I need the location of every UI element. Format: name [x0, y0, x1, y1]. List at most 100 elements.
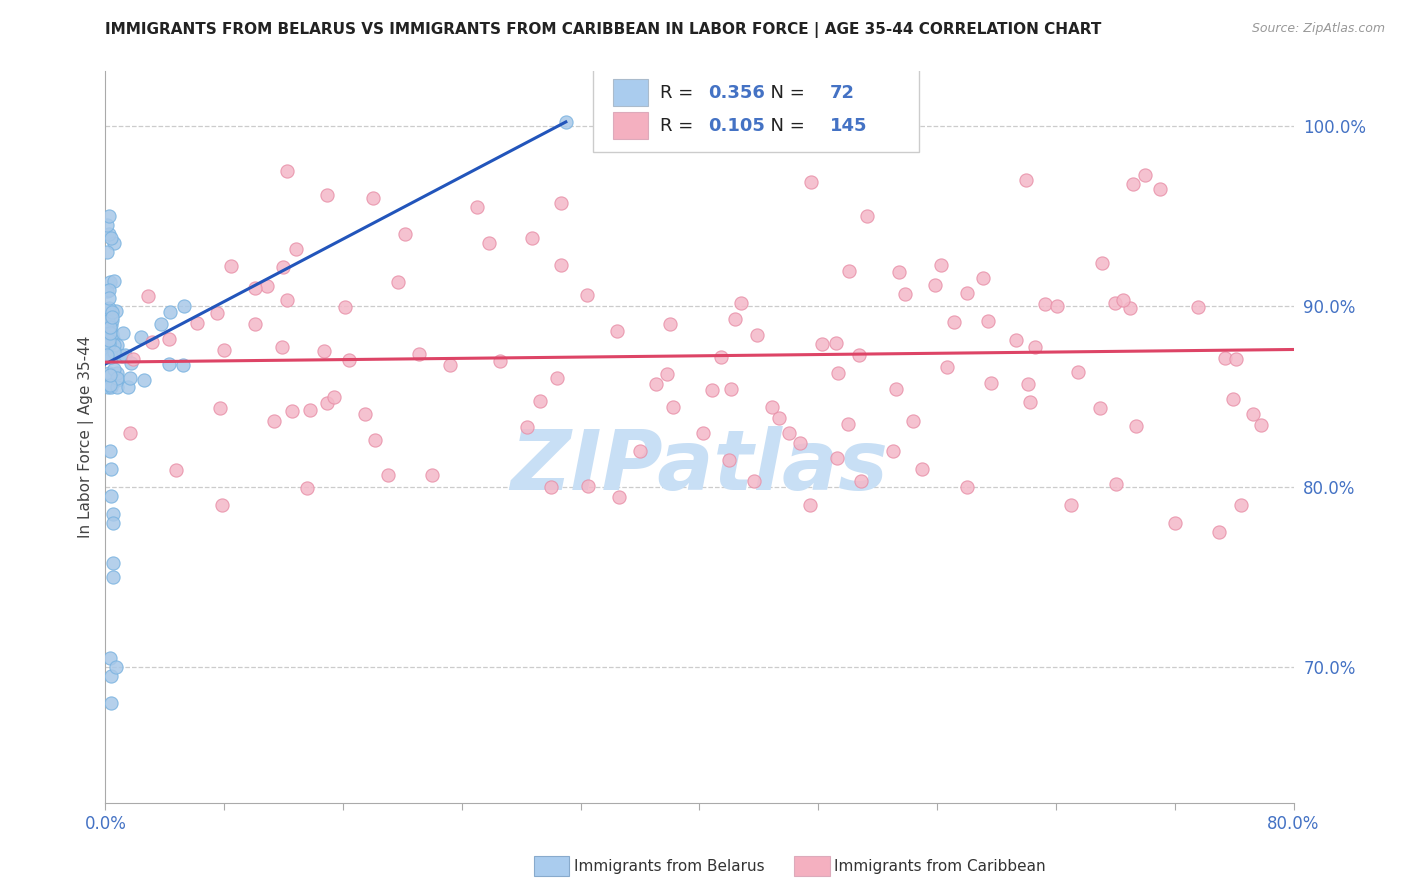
Point	[219, 260, 242, 274]
Point	[105, 338, 128, 352]
Point	[692, 425, 714, 440]
Point	[778, 425, 800, 440]
Point	[98, 275, 121, 289]
Point	[105, 380, 128, 394]
Point	[98, 651, 121, 665]
Point	[980, 376, 1002, 391]
Point	[100, 669, 122, 683]
Point	[856, 209, 879, 223]
Point	[121, 351, 143, 366]
Point	[837, 417, 859, 431]
Point	[172, 358, 194, 372]
Point	[1133, 169, 1156, 183]
Point	[129, 330, 152, 344]
Point	[761, 400, 783, 414]
Point	[96, 218, 118, 232]
Point	[103, 274, 125, 288]
Point	[709, 350, 731, 364]
Point	[827, 366, 849, 380]
Point	[576, 479, 599, 493]
Point	[1122, 178, 1144, 192]
Point	[827, 451, 849, 466]
Point	[849, 474, 872, 488]
Point	[540, 480, 562, 494]
Point	[205, 306, 228, 320]
Point	[100, 304, 122, 318]
Point	[105, 366, 128, 380]
Point	[97, 301, 120, 316]
Point	[97, 283, 120, 297]
Point	[159, 357, 181, 371]
Point	[97, 209, 120, 223]
Point	[420, 468, 443, 483]
Point	[606, 324, 628, 338]
Point	[100, 350, 122, 364]
Point	[848, 348, 870, 362]
Point	[263, 414, 285, 428]
Point	[943, 315, 966, 329]
Point	[104, 660, 127, 674]
Point	[936, 359, 959, 374]
Point	[276, 163, 298, 178]
Point	[98, 333, 121, 347]
Point	[211, 498, 233, 512]
Point	[96, 244, 118, 259]
Point	[281, 404, 304, 418]
Point	[488, 354, 510, 368]
Point	[1033, 297, 1056, 311]
Point	[100, 380, 122, 394]
Point	[159, 305, 181, 319]
Point	[101, 516, 124, 530]
Point	[377, 468, 399, 483]
Text: N =: N =	[759, 117, 810, 136]
Point	[700, 383, 723, 397]
Point	[742, 474, 765, 488]
Point	[730, 295, 752, 310]
Point	[576, 288, 599, 302]
Point	[136, 289, 159, 303]
Point	[101, 570, 124, 584]
Point	[118, 370, 141, 384]
Point	[105, 346, 128, 360]
Point	[97, 380, 120, 394]
Point	[98, 334, 121, 348]
Point	[141, 334, 163, 349]
Point	[1046, 299, 1069, 313]
Y-axis label: In Labor Force | Age 35-44: In Labor Force | Age 35-44	[79, 336, 94, 538]
Bar	[613, 78, 648, 106]
Point	[97, 314, 120, 328]
Point	[103, 235, 125, 250]
Point	[96, 350, 118, 364]
Point	[173, 299, 195, 313]
Point	[1024, 340, 1046, 354]
Point	[1241, 407, 1264, 421]
Point	[100, 697, 122, 711]
Point	[768, 411, 790, 425]
Text: Immigrants from Belarus: Immigrants from Belarus	[574, 859, 765, 873]
Point	[112, 326, 135, 340]
Point	[117, 380, 139, 394]
Point	[662, 401, 685, 415]
Point	[1225, 351, 1247, 366]
Point	[628, 443, 651, 458]
Point	[1104, 295, 1126, 310]
Point	[100, 318, 122, 332]
Point	[956, 285, 979, 300]
Point	[1208, 524, 1230, 539]
Point	[550, 258, 572, 272]
Point	[1060, 498, 1083, 512]
Point	[520, 231, 543, 245]
Point	[98, 443, 121, 458]
Point	[150, 317, 173, 331]
Point	[1250, 417, 1272, 432]
Point	[100, 377, 122, 392]
Point	[810, 337, 832, 351]
Point	[911, 461, 934, 475]
Point	[645, 376, 668, 391]
Point	[103, 338, 125, 352]
Point	[882, 443, 904, 458]
Point	[118, 425, 141, 440]
Text: Immigrants from Caribbean: Immigrants from Caribbean	[834, 859, 1046, 873]
Point	[97, 337, 120, 351]
Point	[100, 230, 122, 244]
